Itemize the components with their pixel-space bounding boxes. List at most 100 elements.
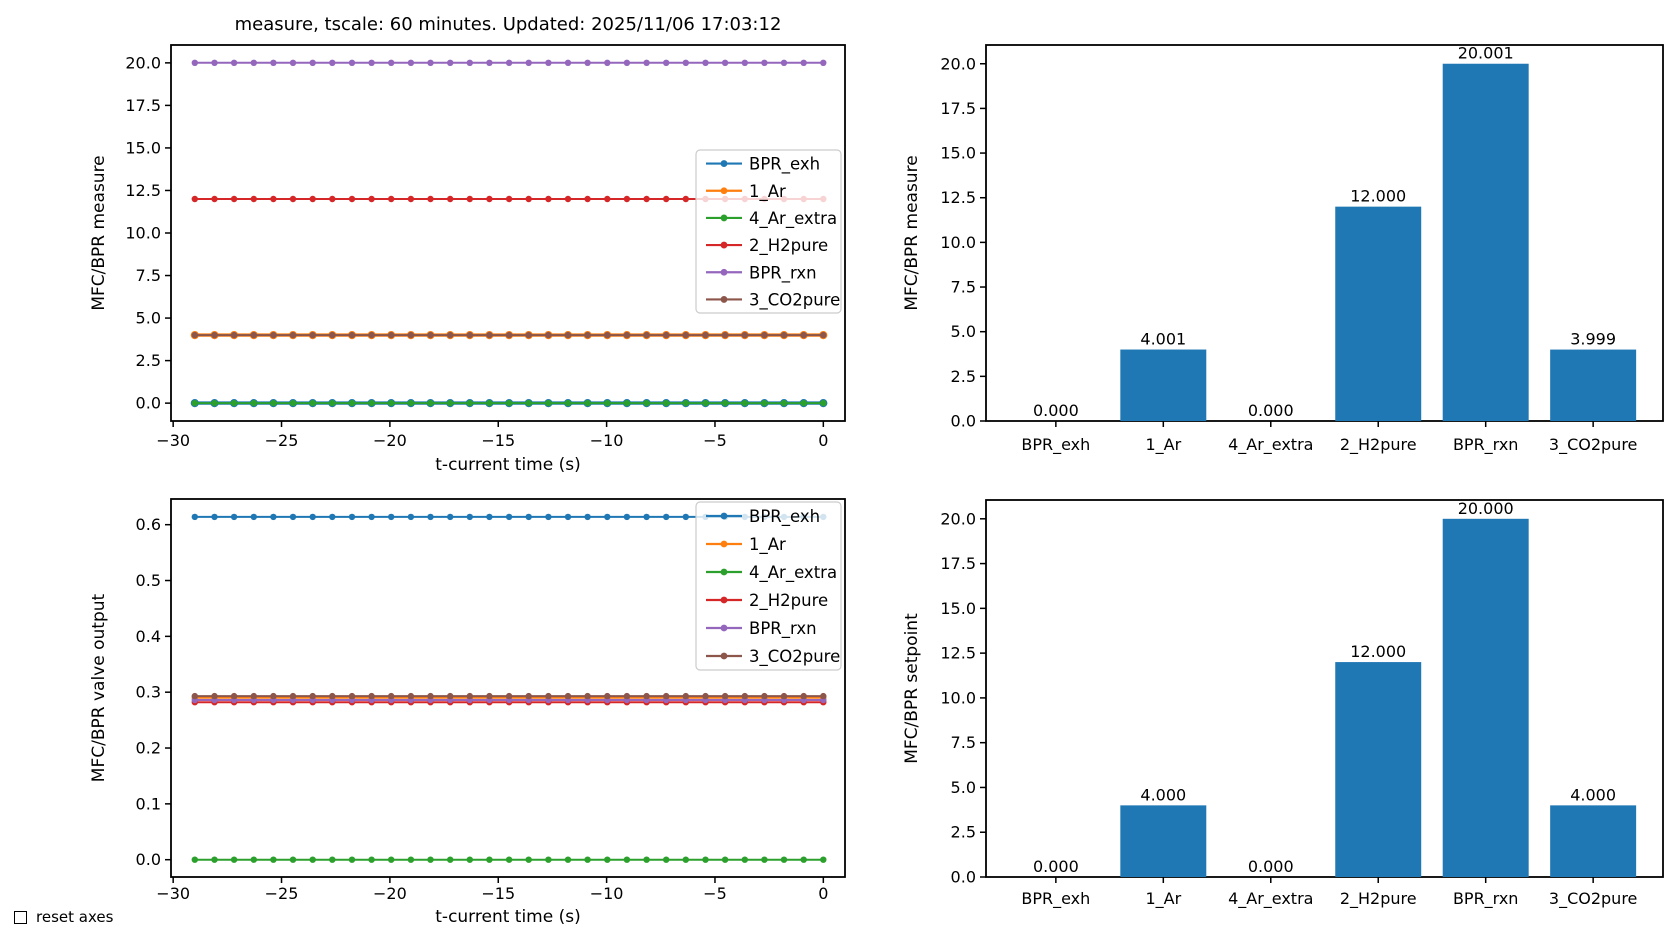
bar-value-label: 0.000	[1248, 401, 1294, 420]
legend-label: BPR_exh	[749, 507, 820, 527]
series-marker-3_CO2pure	[702, 331, 709, 339]
legend-sample-marker	[720, 241, 728, 249]
y-tick-label: 15.0	[940, 599, 976, 618]
legend-sample-marker	[720, 540, 728, 548]
series-marker-3_CO2pure	[643, 331, 650, 339]
y-tick-label: 0.0	[951, 412, 976, 431]
y-tick-label: 7.5	[951, 733, 976, 752]
series-marker-BPR_rxn	[525, 59, 532, 66]
y-axis-label: MFC/BPR valve output	[89, 593, 109, 782]
series-marker-4_Ar_extra	[230, 856, 238, 863]
y-tick-label: 7.5	[136, 266, 161, 285]
series-marker-3_CO2pure	[309, 331, 316, 339]
series-marker-BPR_exh	[211, 513, 218, 521]
series-marker-4_Ar_extra	[388, 856, 395, 863]
category-label: BPR_rxn	[1453, 889, 1519, 909]
y-tick-label: 17.5	[940, 99, 976, 118]
y-tick-label: 0.2	[136, 739, 161, 758]
series-marker-2_H2pure	[191, 195, 198, 203]
series-marker-2_H2pure	[270, 195, 277, 203]
series-marker-3_CO2pure	[545, 331, 552, 339]
series-marker-BPR_rxn	[721, 59, 729, 66]
series-marker-3_CO2pure	[250, 692, 257, 700]
legend-label: 3_CO2pure	[749, 290, 840, 310]
axes-frame	[985, 44, 1664, 422]
chart-valve-lines: 0.0 0.1 0.2 0.3 0.4 0.5 0.6 MFC/BPR valve outpu…	[89, 498, 846, 927]
series-marker-BPR_rxn	[329, 59, 336, 66]
series-marker-4_Ar_extra	[427, 399, 434, 407]
chart-title: measure, tscale: 60 minutes. Updated: 20…	[235, 14, 782, 35]
series-marker-BPR_rxn	[211, 59, 218, 66]
series-marker-3_CO2pure	[388, 692, 395, 700]
series-marker-2_H2pure	[368, 195, 375, 203]
series-marker-4_Ar_extra	[663, 399, 670, 407]
y-tick-label: 20.0	[940, 509, 976, 528]
series-marker-4_Ar_extra	[329, 856, 336, 863]
series-marker-BPR_exh	[427, 513, 434, 521]
legend-sample-marker	[720, 214, 728, 222]
series-marker-BPR_rxn	[289, 59, 297, 66]
series-marker-BPR_exh	[289, 513, 297, 521]
series-marker-3_CO2pure	[505, 692, 513, 700]
bar-2_H2pure	[1335, 662, 1422, 877]
series-marker-3_CO2pure	[466, 331, 473, 339]
x-axis-label: t-current time (s)	[435, 907, 580, 927]
bar-3_CO2pure	[1550, 349, 1637, 421]
bar-value-label: 4.000	[1570, 785, 1616, 804]
axes-frame	[985, 499, 1664, 878]
series-marker-BPR_rxn	[486, 59, 493, 66]
series-marker-BPR_rxn	[427, 59, 434, 66]
y-tick-label: 2.5	[951, 823, 976, 842]
series-marker-BPR_rxn	[309, 59, 316, 66]
bar-BPR_rxn	[1442, 63, 1529, 421]
y-tick-label: 12.5	[940, 188, 976, 207]
series-marker-4_Ar_extra	[584, 856, 591, 863]
series-marker-4_Ar_extra	[230, 399, 238, 407]
series-marker-4_Ar_extra	[820, 856, 827, 863]
series-marker-3_CO2pure	[761, 331, 768, 339]
y-tick-label: 0.1	[136, 794, 161, 813]
category-label: BPR_exh	[1021, 889, 1090, 909]
series-marker-3_CO2pure	[427, 331, 434, 339]
series-marker-4_Ar_extra	[663, 856, 670, 863]
series-marker-BPR_rxn	[761, 59, 768, 66]
bar-BPR_rxn	[1442, 518, 1529, 877]
y-tick-label: 20.0	[125, 53, 161, 72]
series-marker-3_CO2pure	[505, 331, 513, 339]
reset-axes-checkbox[interactable]: reset axes	[14, 908, 113, 926]
series-marker-4_Ar_extra	[800, 856, 807, 863]
series-marker-4_Ar_extra	[250, 399, 257, 407]
series-marker-4_Ar_extra	[820, 399, 827, 407]
series-marker-4_Ar_extra	[270, 399, 277, 407]
series-marker-4_Ar_extra	[545, 856, 552, 863]
series-marker-BPR_exh	[525, 513, 532, 521]
bar-1_Ar	[1120, 805, 1207, 877]
series-marker-2_H2pure	[348, 195, 356, 203]
bar-value-label: 0.000	[1033, 857, 1079, 876]
series-marker-BPR_rxn	[604, 59, 611, 66]
category-label: BPR_exh	[1021, 435, 1090, 455]
checkbox-icon[interactable]	[14, 910, 27, 924]
y-tick-label: 2.5	[951, 367, 976, 386]
legend-label: 1_Ar	[749, 535, 786, 555]
y-tick-label: 7.5	[951, 278, 976, 297]
y-tick-label: 0.0	[136, 850, 161, 869]
series-marker-BPR_rxn	[230, 59, 238, 66]
y-axis-label: MFC/BPR setpoint	[902, 613, 922, 764]
category-label: 3_CO2pure	[1549, 889, 1638, 909]
legend-label: 2_H2pure	[749, 591, 828, 611]
legend: BPR_exh 1_Ar 4_Ar_extra 2_H2pure BPR_rxn 3_CO…	[695, 501, 842, 671]
series-marker-BPR_exh	[270, 513, 277, 521]
series-marker-3_CO2pure	[191, 692, 198, 700]
legend-sample-marker	[720, 296, 728, 303]
series-marker-4_Ar_extra	[270, 856, 277, 863]
series-marker-3_CO2pure	[525, 692, 532, 700]
series-marker-4_Ar_extra	[466, 856, 473, 863]
x-tick-label: 0	[818, 884, 828, 903]
series-marker-BPR_rxn	[623, 59, 631, 66]
series-marker-3_CO2pure	[545, 692, 552, 700]
series-marker-4_Ar_extra	[427, 856, 434, 863]
series-marker-BPR_rxn	[545, 59, 552, 66]
